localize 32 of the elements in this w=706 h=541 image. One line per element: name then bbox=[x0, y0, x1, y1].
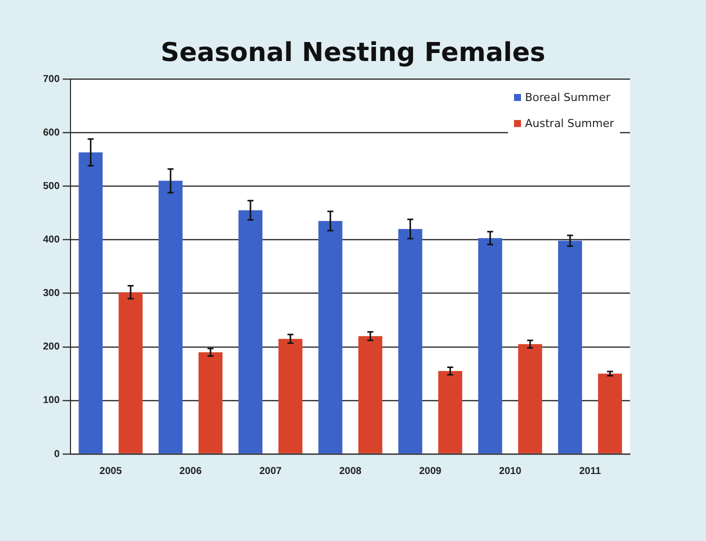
y-tick-label: 500 bbox=[42, 180, 60, 192]
bar bbox=[518, 344, 542, 454]
y-tick-label: 600 bbox=[42, 127, 60, 138]
x-tick-label: 2008 bbox=[339, 466, 362, 477]
bar bbox=[158, 180, 183, 454]
y-tick-label: 200 bbox=[42, 342, 60, 353]
x-tick-label: 2007 bbox=[259, 466, 282, 477]
x-tick-label: 2010 bbox=[499, 466, 522, 477]
bar bbox=[358, 336, 382, 454]
x-tick-label: 2011 bbox=[579, 466, 602, 477]
y-tick-label: 300 bbox=[42, 288, 60, 300]
y-tick-label: 100 bbox=[42, 395, 60, 406]
bar bbox=[238, 210, 262, 454]
bar bbox=[438, 370, 462, 454]
bar bbox=[558, 240, 582, 454]
x-tick-label: 2009 bbox=[419, 466, 442, 477]
bar bbox=[598, 374, 622, 454]
y-tick-label: 0 bbox=[54, 448, 60, 460]
bar bbox=[118, 292, 143, 454]
bar bbox=[398, 229, 422, 454]
y-tick-label: 400 bbox=[42, 234, 60, 246]
legend-label: Boreal Summer bbox=[524, 90, 612, 106]
x-tick-label: 2006 bbox=[179, 466, 202, 477]
legend-label: Austral Summer bbox=[524, 116, 614, 132]
bar bbox=[278, 338, 302, 454]
chart-title: Seasonal Nesting Females bbox=[160, 38, 546, 68]
bar bbox=[198, 352, 222, 454]
x-tick-label: 2005 bbox=[100, 466, 122, 477]
bar bbox=[78, 152, 103, 454]
bar bbox=[478, 238, 502, 454]
bar bbox=[318, 220, 342, 454]
y-tick-label: 700 bbox=[42, 74, 60, 85]
